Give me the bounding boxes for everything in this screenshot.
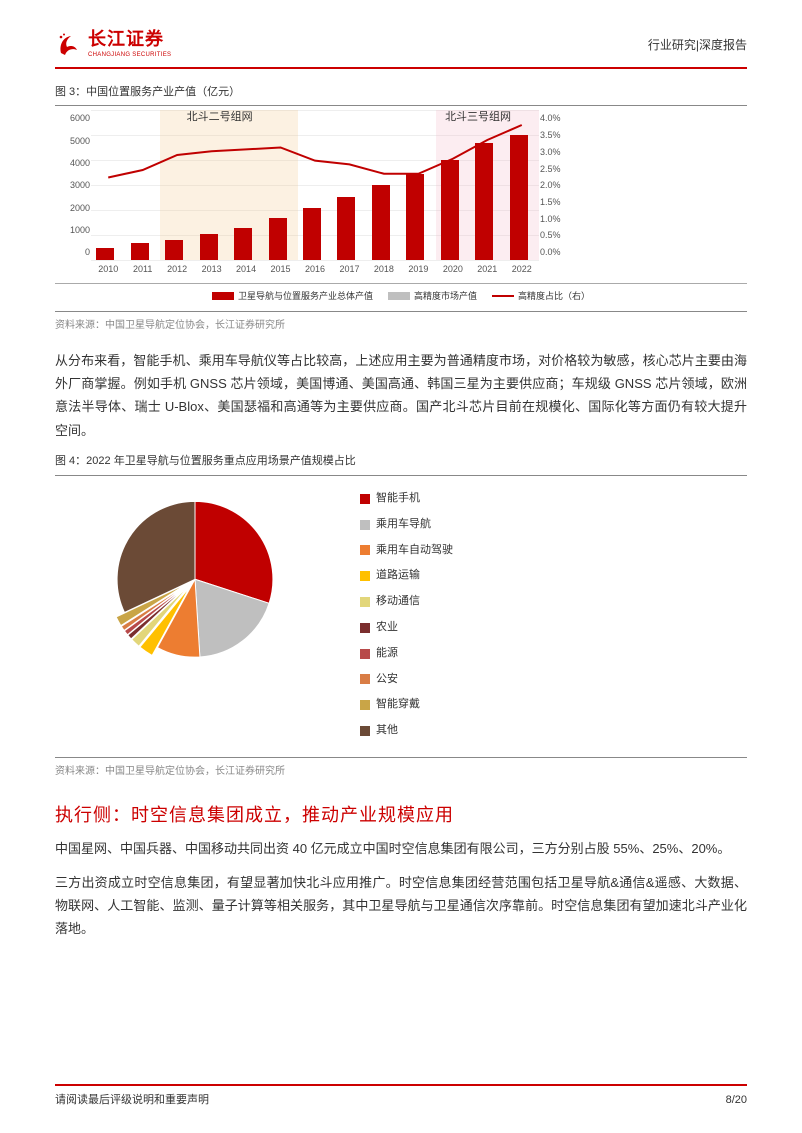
logo-text-cn: 长江证券 — [88, 30, 171, 50]
fig3-source: 资料来源：中国卫星导航定位协会，长江证券研究所 — [55, 317, 747, 335]
footer-page-number: 8/20 — [726, 1091, 747, 1111]
logo: 长江证券 CHANGJIANG SECURITIES — [55, 30, 171, 61]
fig4-title: 图 4：2022 年卫星导航与位置服务重点应用场景产值规模占比 — [55, 452, 747, 476]
paragraph-2: 中国星网、中国兵器、中国移动共同出资 40 亿元成立中国时空信息集团有限公司，三… — [55, 837, 747, 860]
logo-mark-icon — [55, 31, 83, 59]
fig3-legend: 卫星导航与位置服务产业总体产值高精度市场产值高精度占比（右） — [55, 283, 747, 311]
section-title: 执行侧：时空信息集团成立，推动产业规模应用 — [55, 799, 747, 831]
logo-text-en: CHANGJIANG SECURITIES — [88, 50, 171, 61]
fig3-chart: 6000500040003000200010000 4.0%3.5%3.0%2.… — [55, 110, 747, 280]
header-category: 行业研究|深度报告 — [648, 35, 747, 57]
page-header: 长江证券 CHANGJIANG SECURITIES 行业研究|深度报告 — [55, 30, 747, 69]
fig4-source: 资料来源：中国卫星导航定位协会，长江证券研究所 — [55, 763, 747, 781]
paragraph-3: 三方出资成立时空信息集团，有望显著加快北斗应用推广。时空信息集团经营范围包括卫星… — [55, 871, 747, 941]
fig4-legend: 智能手机乘用车导航乘用车自动驾驶道路运输移动通信农业能源公安智能穿戴其他 — [360, 484, 453, 741]
fig3-title: 图 3：中国位置服务产业产值（亿元） — [55, 83, 747, 107]
paragraph-1: 从分布来看，智能手机、乘用车导航仪等占比较高，上述应用主要为普通精度市场，对价格… — [55, 349, 747, 443]
page-footer: 请阅读最后评级说明和重要声明 8/20 — [55, 1084, 747, 1111]
footer-left: 请阅读最后评级说明和重要声明 — [55, 1091, 209, 1111]
pie-chart — [75, 489, 315, 679]
fig4-chart: 智能手机乘用车导航乘用车自动驾驶道路运输移动通信农业能源公安智能穿戴其他 — [55, 484, 747, 758]
